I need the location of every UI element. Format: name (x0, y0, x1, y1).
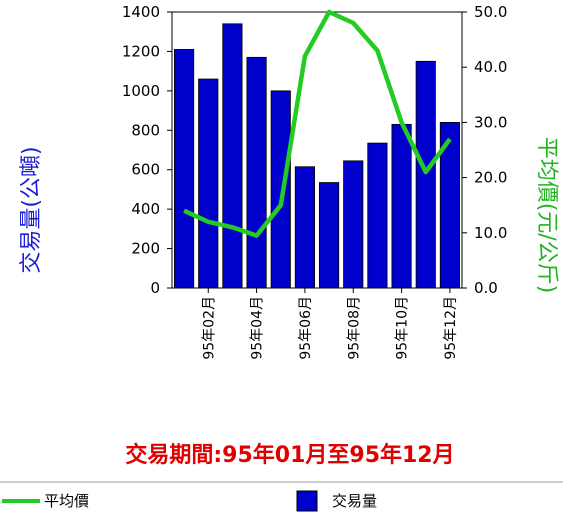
bar-5 (271, 91, 290, 288)
left-axis-ticks: 0 200 400 600 800 1000 1200 1400 (122, 3, 172, 297)
x-axis-ticks: 95年02月 95年04月 95年06月 95年08月 95年10月 95年12月 (201, 288, 459, 360)
bar-1 (174, 49, 193, 288)
left-tick-label: 0 (150, 279, 160, 297)
legend-label-volume: 交易量 (332, 492, 377, 510)
legend-label-price: 平均價 (44, 492, 89, 510)
x-tick-label: 95年08月 (346, 296, 362, 360)
bar-10 (392, 124, 411, 288)
legend: 平均價 交易量 (2, 491, 377, 511)
right-tick-label: 40.0 (474, 58, 507, 76)
bar-11 (416, 61, 435, 288)
x-tick-label: 95年02月 (201, 296, 217, 360)
left-tick-label: 600 (131, 161, 160, 179)
bar-2 (199, 79, 218, 288)
bar-8 (344, 161, 363, 288)
bar-4 (247, 57, 266, 288)
left-tick-label: 200 (131, 240, 160, 258)
right-axis-label: 平均價(元/公斤) (534, 137, 559, 294)
right-tick-label: 50.0 (474, 3, 507, 21)
bar-9 (368, 143, 387, 288)
left-tick-label: 400 (131, 200, 160, 218)
x-tick-label: 95年10月 (395, 296, 411, 360)
left-tick-label: 1200 (122, 42, 160, 60)
bar-6 (295, 167, 314, 288)
bar-7 (319, 183, 338, 288)
x-tick-label: 95年06月 (298, 296, 314, 360)
right-tick-label: 30.0 (474, 113, 507, 131)
right-tick-label: 20.0 (474, 169, 507, 187)
left-tick-label: 1400 (122, 3, 160, 21)
x-tick-label: 95年12月 (443, 296, 459, 360)
right-tick-label: 10.0 (474, 224, 507, 242)
legend-bar-swatch (297, 491, 317, 511)
right-axis-ticks: 0.0 10.0 20.0 30.0 40.0 50.0 (462, 3, 507, 297)
chart-title: 交易期間:95年01月至95年12月 (125, 442, 454, 468)
x-tick-label: 95年04月 (250, 296, 266, 360)
left-axis-label: 交易量(公噸) (19, 146, 44, 273)
left-tick-label: 1000 (122, 82, 160, 100)
bar-3 (223, 24, 242, 288)
right-tick-label: 0.0 (474, 279, 498, 297)
left-tick-label: 800 (131, 121, 160, 139)
